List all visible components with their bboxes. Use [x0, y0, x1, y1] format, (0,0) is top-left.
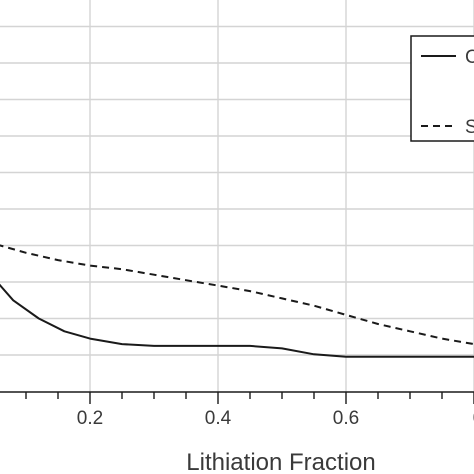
- x-tick-label: 0: [473, 408, 474, 429]
- x-axis: [0, 391, 474, 404]
- grid-lines: [0, 0, 474, 392]
- series-line-2: [0, 244, 474, 346]
- x-tick-labels: 0.2 0.4 0.6 0: [77, 408, 474, 429]
- x-tick-label: 0.4: [205, 408, 232, 429]
- legend: C S: [410, 35, 474, 142]
- x-axis-title: Lithiation Fraction: [186, 449, 375, 474]
- series-layer: [0, 244, 474, 358]
- x-tick-label: 0.2: [77, 408, 103, 429]
- legend-label-series-1: C: [465, 47, 474, 68]
- legend-box: [410, 35, 474, 142]
- x-tick-label: 0.6: [333, 408, 359, 429]
- series-line-1: [0, 283, 474, 358]
- legend-label-series-2: S: [465, 117, 474, 138]
